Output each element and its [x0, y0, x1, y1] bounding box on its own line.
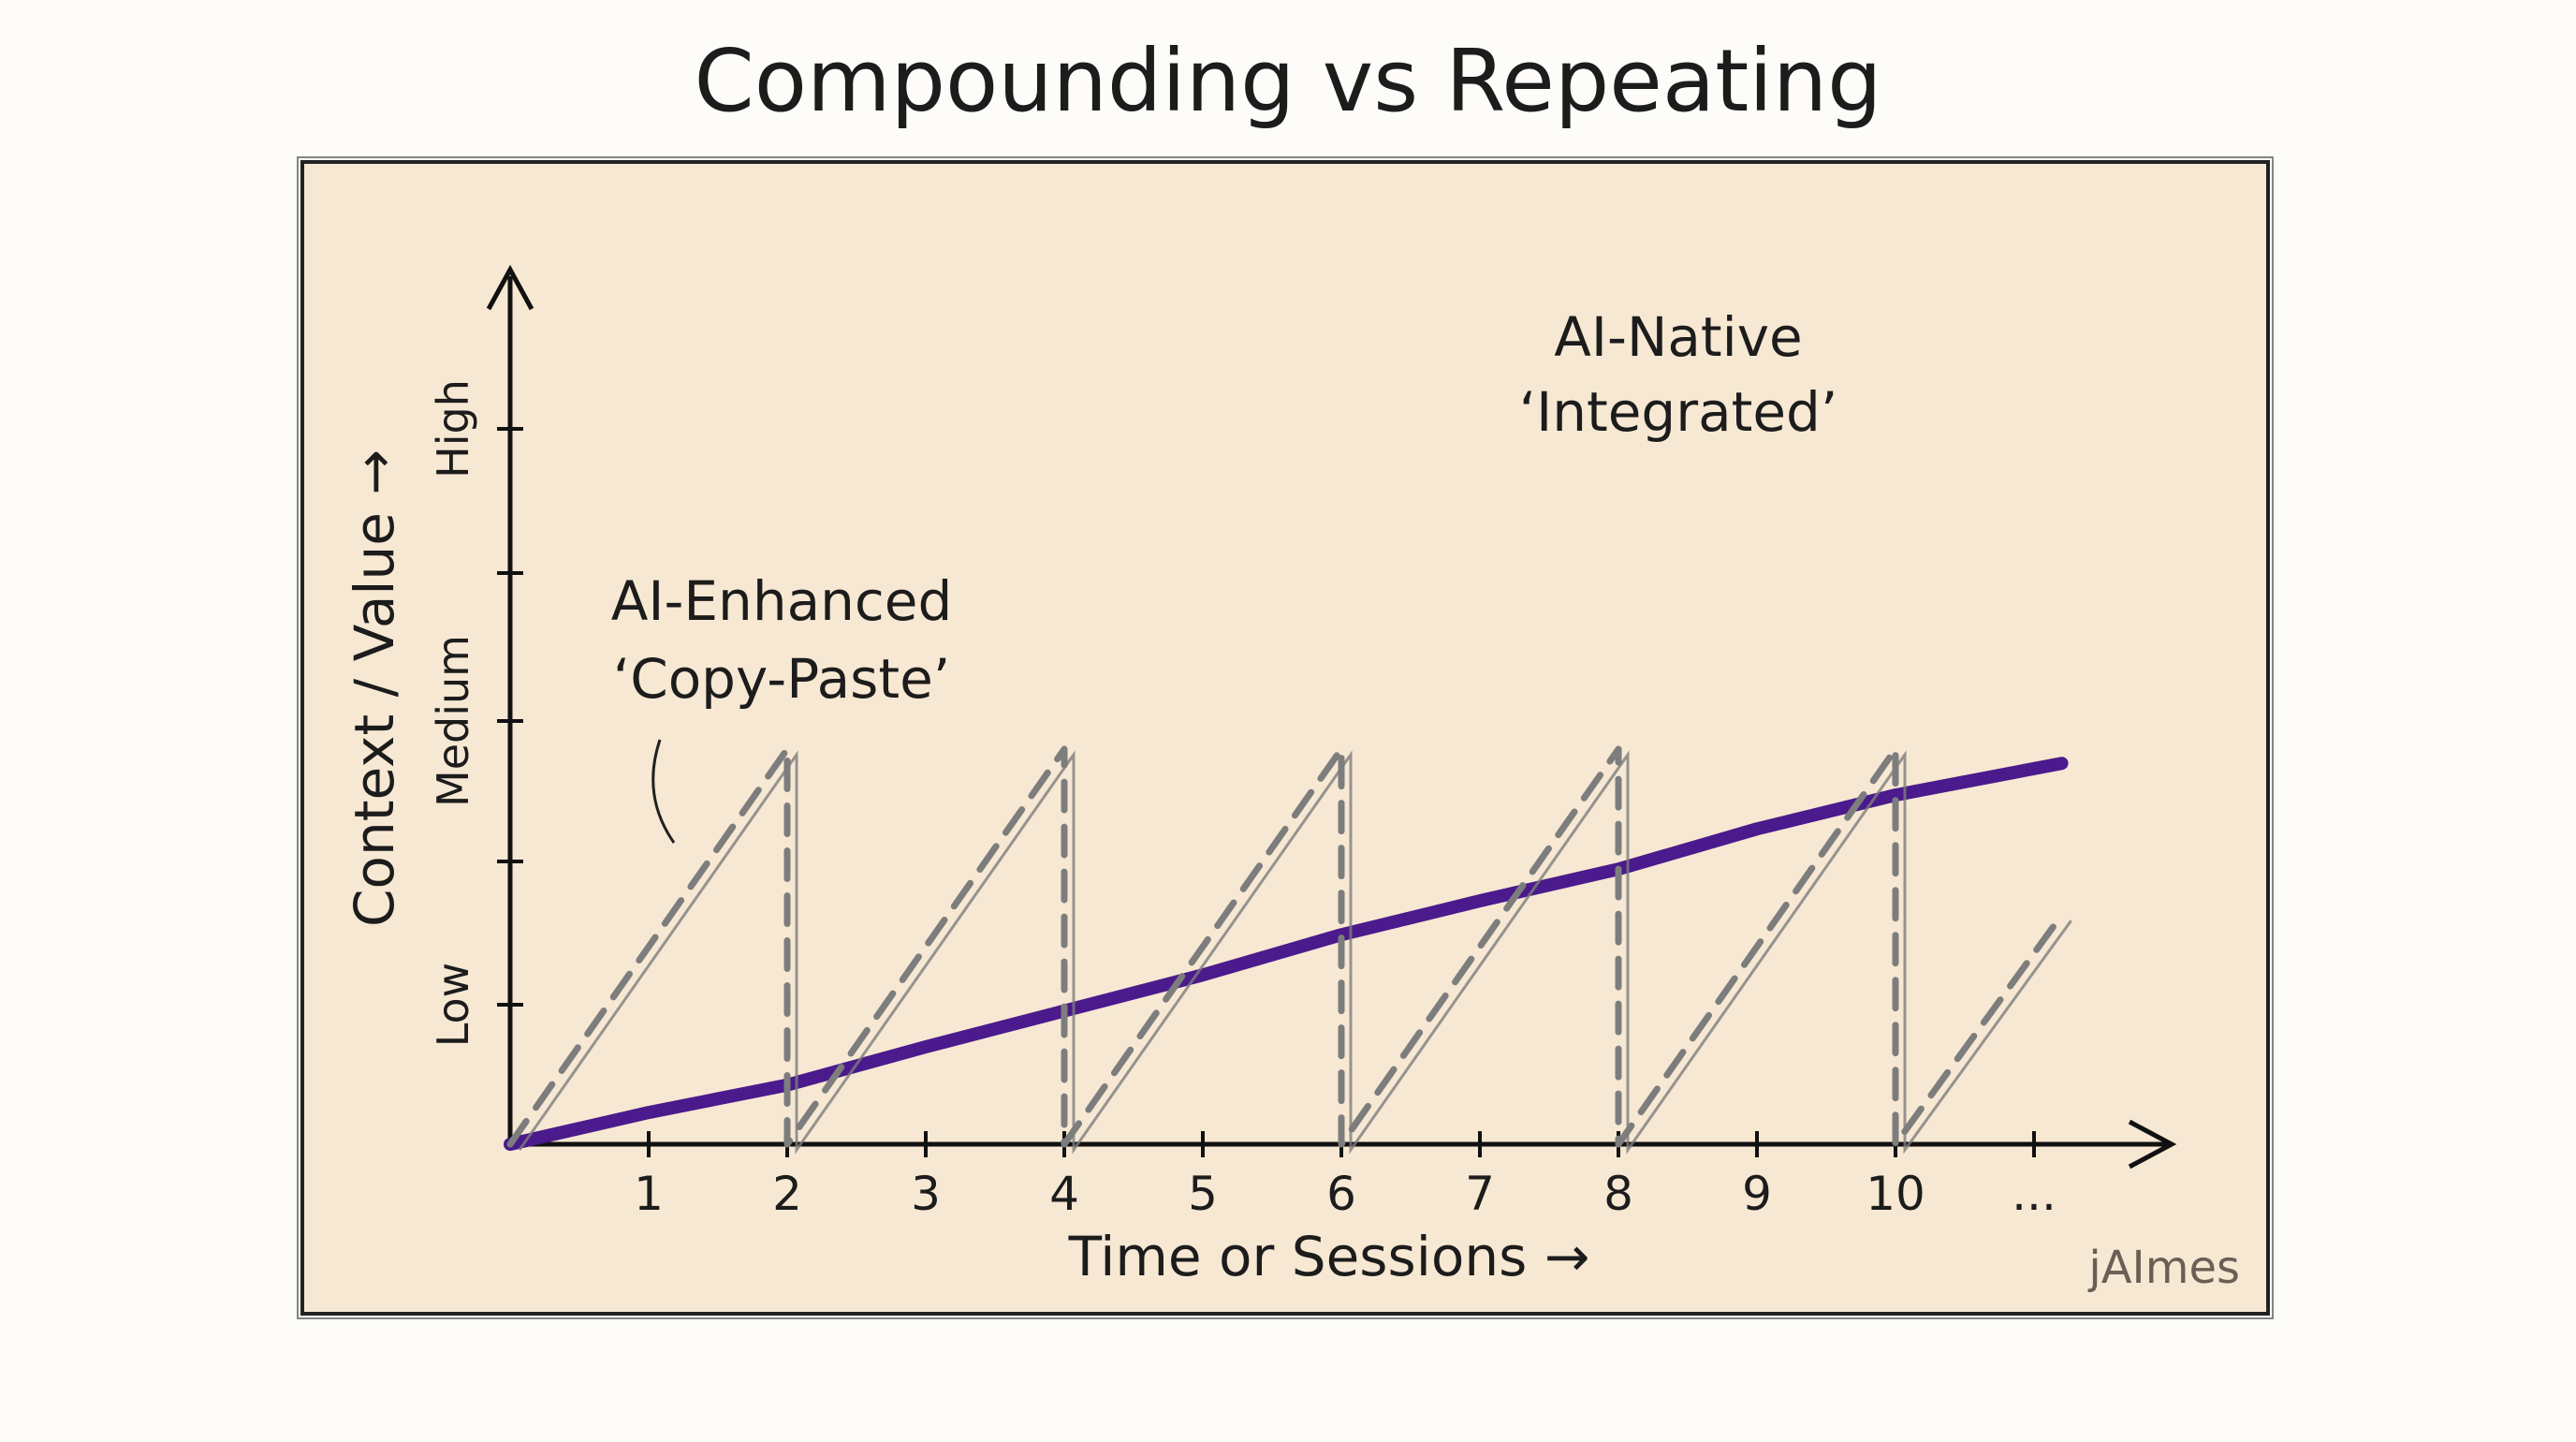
- y-tick-label: High: [428, 379, 478, 478]
- signature: jAImes: [2087, 1242, 2240, 1294]
- y-axis-label: Context / Value →: [343, 449, 406, 927]
- series-line-ai-native: [504, 757, 2069, 1151]
- annotation-ai-native: AI-Native ‘Integrated’: [1519, 305, 1838, 444]
- y-tick-label: Medium: [428, 635, 478, 807]
- y-tick-label: Low: [428, 963, 478, 1048]
- x-tick-label: 1: [634, 1167, 664, 1221]
- x-tick-label: 2: [772, 1167, 802, 1221]
- x-axis-label: Time or Sessions →: [1068, 1225, 1590, 1288]
- y-axis-ticks: Low Medium High: [428, 379, 523, 1047]
- chart-panel-sketch-border: [297, 156, 2274, 1319]
- x-tick-label: 8: [1603, 1167, 1633, 1221]
- axes: [486, 264, 2177, 1170]
- x-tick-label: 3: [911, 1167, 941, 1221]
- chart-title: Compounding vs Repeating: [694, 31, 1881, 131]
- x-tick-label: 7: [1465, 1167, 1495, 1221]
- x-tick-label: 4: [1049, 1167, 1079, 1221]
- annotation-ai-native-line1: AI-Native: [1554, 305, 1803, 369]
- annotation-ai-enhanced-pointer: [651, 739, 676, 844]
- x-axis-arrowhead: [2128, 1119, 2177, 1170]
- y-axis-arrowhead: [486, 264, 534, 311]
- annotation-ai-enhanced: AI-Enhanced ‘Copy-Paste’: [611, 569, 953, 844]
- x-tick-label: 5: [1188, 1167, 1218, 1221]
- x-axis-ticks: 1 2 3 4 5 6 7 8 9 10...: [634, 1131, 2056, 1221]
- x-tick-label: 10: [1866, 1167, 1925, 1221]
- annotation-ai-native-line2: ‘Integrated’: [1519, 380, 1838, 444]
- series-layer: [504, 745, 2072, 1155]
- annotation-ai-enhanced-line2: ‘Copy-Paste’: [613, 647, 950, 711]
- series-line-ai-enhanced: [506, 745, 2066, 1148]
- series-sketch-line-ai-enhanced: [518, 750, 2072, 1155]
- x-tick-label: ...: [2012, 1167, 2056, 1221]
- x-tick-label: 9: [1742, 1167, 1772, 1221]
- x-tick-label: 6: [1326, 1167, 1356, 1221]
- annotation-ai-enhanced-line1: AI-Enhanced: [611, 569, 953, 633]
- chart-panel: [300, 160, 2270, 1316]
